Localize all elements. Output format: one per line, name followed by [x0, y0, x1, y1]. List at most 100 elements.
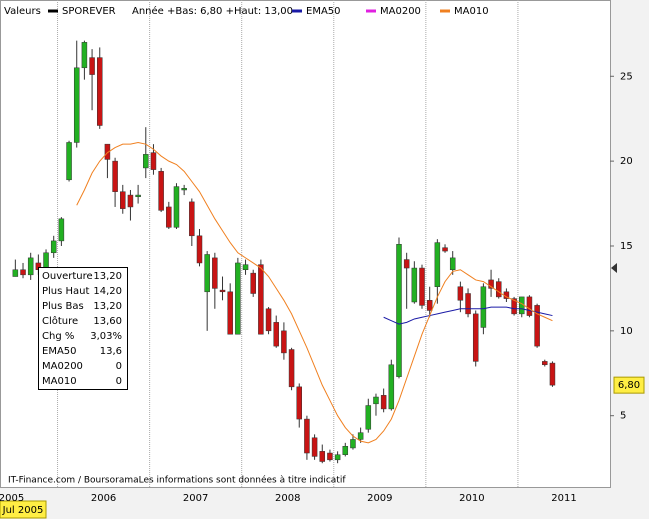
info-label: Clôture — [42, 315, 78, 327]
candle-body — [265, 308, 272, 332]
info-value: 0 — [116, 376, 122, 387]
candle-body — [281, 330, 287, 354]
candle-body — [380, 395, 387, 410]
info-value: 13,60 — [93, 316, 122, 327]
info-value: 14,20 — [93, 286, 122, 297]
candle-body — [434, 242, 441, 287]
candle-body — [465, 293, 471, 315]
info-label: MA0200 — [42, 361, 83, 372]
price-marker-box — [613, 376, 645, 394]
candle-body — [20, 269, 26, 276]
info-label: Plus Bas — [42, 301, 84, 312]
scroll-marker — [611, 263, 617, 273]
candle-body — [66, 142, 72, 181]
candle-body — [411, 267, 418, 303]
candle-body — [135, 194, 141, 198]
info-label: Plus Haut — [42, 286, 90, 297]
candle-body — [495, 281, 502, 298]
candle-body — [81, 42, 88, 69]
candle-body — [357, 432, 364, 440]
info-value: 13,6 — [100, 346, 122, 357]
x-tick-label: 2011 — [551, 493, 576, 504]
candle-body — [319, 451, 326, 462]
candle-body — [227, 291, 233, 335]
indicator-line — [76, 141, 553, 444]
y-tick-label: 10 — [620, 326, 633, 337]
legend-label: MA010 — [454, 6, 489, 17]
x-tick-label: 2010 — [459, 493, 484, 504]
y-tick-label: 5 — [620, 411, 626, 422]
info-label: EMA50 — [42, 346, 77, 357]
candle-body — [388, 364, 395, 410]
candle-body — [258, 264, 264, 335]
candle-body — [189, 201, 195, 237]
candle-body — [127, 194, 134, 208]
candle-body — [373, 396, 379, 405]
info-label: Ouverture — [42, 271, 93, 282]
candle-body — [426, 300, 433, 311]
candle-body — [542, 361, 548, 366]
candle-body — [526, 296, 533, 316]
candle-body — [27, 257, 34, 276]
x-tick-label: 2007 — [183, 493, 208, 504]
candle-body — [288, 349, 295, 388]
candle-body — [273, 322, 279, 347]
candle-body — [449, 257, 456, 270]
candle-body — [212, 257, 218, 289]
indicator-line — [383, 306, 553, 325]
x-tick-label: 2005 — [0, 493, 24, 504]
candle-body — [488, 279, 494, 289]
header-label: Valeurs — [4, 6, 41, 17]
candle-body — [196, 235, 203, 264]
candle-body — [242, 264, 249, 270]
info-label: Chg % — [42, 331, 74, 342]
candle-body — [166, 206, 172, 228]
candle-body — [419, 267, 425, 306]
info-box — [38, 267, 128, 390]
info-value: 3,03% — [90, 331, 122, 342]
legend-label: MA0200 — [380, 6, 421, 17]
candle-body — [311, 437, 318, 457]
y-tick-label: 20 — [620, 156, 633, 167]
candle-body — [396, 244, 402, 377]
y-tick-label: 15 — [620, 241, 633, 252]
candle-body — [511, 298, 517, 315]
info-label: MA010 — [42, 376, 77, 387]
candle-body — [365, 405, 372, 430]
header-range: Année +Bas: 6,80 +Haut: 13,00 — [132, 5, 293, 17]
candle-body — [58, 218, 65, 242]
info-value: 13,20 — [93, 301, 122, 312]
candle-body — [327, 452, 333, 461]
info-value: 0 — [116, 361, 122, 372]
candle-body — [549, 362, 556, 386]
candle-body — [534, 305, 540, 347]
legend-label: EMA50 — [306, 6, 341, 17]
candle-body — [204, 254, 210, 293]
candle-body — [158, 171, 164, 211]
info-value: 13,20 — [93, 271, 122, 282]
candle-body — [112, 160, 118, 192]
candle-body — [235, 262, 241, 335]
cursor-label: Jul 2005 — [2, 505, 44, 516]
candle-body — [73, 67, 80, 143]
candle-body — [403, 259, 410, 269]
candle-body — [296, 386, 302, 420]
candle-body — [457, 286, 464, 301]
cursor-box — [0, 500, 47, 519]
y-tick-label: 25 — [620, 71, 633, 82]
candle-body — [472, 313, 479, 362]
candle-body — [181, 188, 187, 191]
candle-body — [480, 286, 487, 328]
candle-body — [173, 186, 180, 228]
x-tick-label: 2008 — [275, 493, 300, 504]
price-marker-label: 6,80 — [618, 380, 640, 391]
candle-body — [342, 445, 349, 455]
candle-body — [120, 191, 126, 209]
candle-body — [334, 454, 341, 461]
candle-body — [104, 143, 111, 160]
candle-body — [50, 240, 57, 254]
candle-body — [219, 289, 226, 293]
x-tick-label: 2006 — [91, 493, 116, 504]
